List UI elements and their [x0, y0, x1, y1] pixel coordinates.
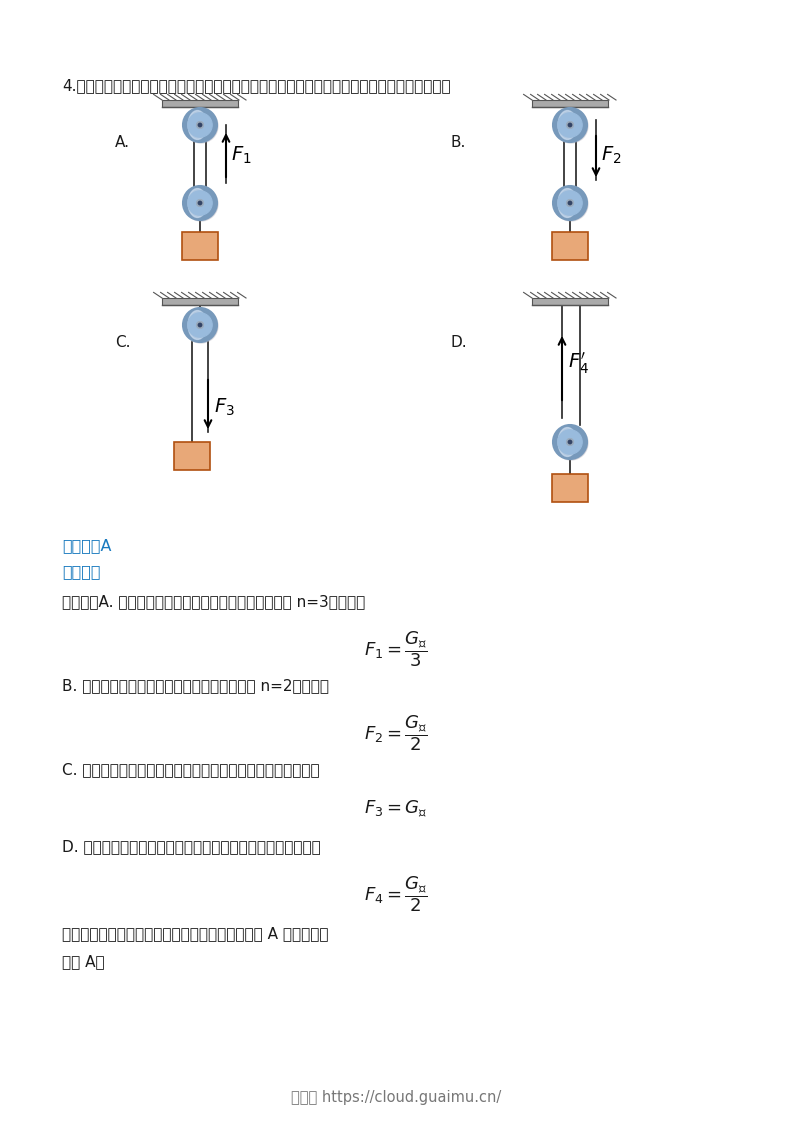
Bar [162, 298, 238, 305]
Circle shape [196, 200, 204, 206]
Text: $F_2$: $F_2$ [601, 145, 622, 166]
Bar [532, 100, 608, 107]
Ellipse shape [188, 188, 207, 218]
Circle shape [196, 121, 204, 129]
Circle shape [553, 425, 587, 459]
Text: C.: C. [115, 335, 131, 350]
Circle shape [553, 108, 587, 142]
Text: C. 定滑轮相当于等臂杠杆，不计滑轮重、绳重和摩擦，则拉力: C. 定滑轮相当于等臂杠杆，不计滑轮重、绳重和摩擦，则拉力 [62, 762, 320, 778]
Bar [552, 232, 588, 260]
Text: D.: D. [450, 335, 466, 350]
Bar [552, 473, 588, 502]
Circle shape [188, 112, 213, 137]
Circle shape [569, 123, 572, 127]
Circle shape [569, 440, 572, 443]
Text: 龙云网 https://cloud.guaimu.cn/: 龙云网 https://cloud.guaimu.cn/ [291, 1089, 501, 1105]
Text: 【答案】A: 【答案】A [62, 539, 112, 553]
Circle shape [557, 430, 582, 454]
Circle shape [188, 191, 213, 215]
Ellipse shape [558, 427, 577, 457]
Text: 4.　分别使用图中四种装置匀速提升同一重物，不计滑轮重、绳重和摩擦，最省力的是（　　）: 4. 分别使用图中四种装置匀速提升同一重物，不计滑轮重、绳重和摩擦，最省力的是（… [62, 79, 450, 93]
Circle shape [184, 309, 218, 343]
Ellipse shape [188, 311, 207, 340]
Text: $F_2=\dfrac{G_{\mathrm{\mathsf{物}}}}{2}$: $F_2=\dfrac{G_{\mathrm{\mathsf{物}}}}{2}$ [364, 714, 428, 753]
Circle shape [554, 187, 588, 221]
Circle shape [198, 323, 201, 327]
Text: 综上，四种装置匀速提升同一重物，则最省力的是 A 中的装置。: 综上，四种装置匀速提升同一重物，则最省力的是 A 中的装置。 [62, 926, 328, 941]
Ellipse shape [558, 111, 577, 139]
Circle shape [184, 187, 218, 221]
Circle shape [566, 200, 574, 206]
Circle shape [183, 309, 217, 342]
Circle shape [196, 321, 204, 329]
Text: A.: A. [115, 135, 130, 150]
Text: $F_4=\dfrac{G_{\mathrm{\mathsf{物}}}}{2}$: $F_4=\dfrac{G_{\mathrm{\mathsf{物}}}}{2}$ [364, 875, 428, 914]
Ellipse shape [558, 188, 577, 218]
Circle shape [553, 186, 587, 220]
Bar [162, 100, 238, 107]
Circle shape [554, 426, 588, 460]
Text: 【解析】: 【解析】 [62, 564, 101, 579]
Text: $F_1$: $F_1$ [231, 145, 251, 166]
Bar [532, 298, 608, 305]
Circle shape [566, 121, 574, 129]
Text: $F_3=G_{\mathrm{\mathsf{物}}}$: $F_3=G_{\mathrm{\mathsf{物}}}$ [364, 798, 427, 819]
Circle shape [188, 313, 213, 338]
Text: $F_1=\dfrac{G_{\mathrm{\mathsf{物}}}}{3}$: $F_1=\dfrac{G_{\mathrm{\mathsf{物}}}}{3}$ [364, 629, 428, 670]
Text: B. 不计滑轮重、绳重和摩擦，承重绳子的段数 n=2，则拉力: B. 不计滑轮重、绳重和摩擦，承重绳子的段数 n=2，则拉力 [62, 678, 329, 693]
Circle shape [569, 201, 572, 204]
Bar [182, 232, 218, 260]
Circle shape [183, 108, 217, 142]
Text: B.: B. [450, 135, 465, 150]
Text: $F_4'$: $F_4'$ [568, 350, 589, 376]
Text: 故选 A。: 故选 A。 [62, 954, 105, 969]
Circle shape [566, 439, 574, 445]
Circle shape [554, 109, 588, 142]
Text: D. 动滑轮相当于省力杠杆，不计滑轮重、绳重和摩擦，则拉力: D. 动滑轮相当于省力杠杆，不计滑轮重、绳重和摩擦，则拉力 [62, 839, 320, 854]
Circle shape [557, 112, 582, 137]
Text: 【详解】A. 不计滑轮重、绳重和摩擦，承重绳子的段数 n=3，则拉力: 【详解】A. 不计滑轮重、绳重和摩擦，承重绳子的段数 n=3，则拉力 [62, 594, 366, 609]
Circle shape [198, 123, 201, 127]
Circle shape [198, 201, 201, 204]
Circle shape [557, 191, 582, 215]
Circle shape [184, 109, 218, 142]
Ellipse shape [188, 111, 207, 139]
Bar [174, 442, 210, 470]
Text: $F_3$: $F_3$ [214, 396, 235, 417]
Circle shape [183, 186, 217, 220]
